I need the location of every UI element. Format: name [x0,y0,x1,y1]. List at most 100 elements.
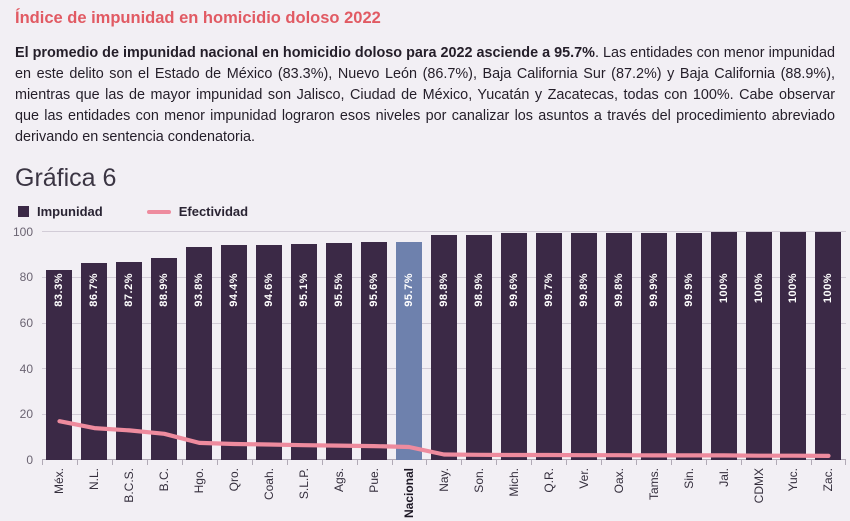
x-axis-cell: Hgo. [181,460,217,520]
x-axis-cell: B.C.S. [111,460,147,520]
x-axis-tick [391,460,393,466]
bar-cell: 86.7% [77,232,112,461]
bar-cell: 100% [776,232,811,461]
bar-son [465,234,492,461]
intro-rest: . Las entidades con menor impunidad en e… [15,45,835,145]
x-axis-cell: Nacional [391,460,427,520]
x-axis-tick [181,460,183,466]
y-axis-tick-label: 0 [26,452,33,467]
x-axis-tick [496,460,498,466]
bar-cell: 93.8% [182,232,217,461]
bar-cell: 99.8% [601,232,636,461]
intro-paragraph: El promedio de impunidad nacional en hom… [15,43,835,147]
x-axis-tick [461,460,463,466]
x-axis-tick [810,460,812,466]
efectividad-swatch-icon [146,209,171,214]
bar-value-label: 99.9% [647,273,660,308]
bar-mich [500,233,527,461]
bar-value-label: 99.9% [682,273,695,308]
chart-bars: 83.3% 86.7% 87.2% 88.9% 93.8% 94.4% 94.6% 95.1%… [42,232,846,461]
y-axis-tick-label: 100 [12,224,33,239]
x-axis-tick [706,460,708,466]
x-axis-cell: Qro. [216,460,252,520]
x-axis-label: Oax. [611,468,626,494]
legend-item-efectividad: Efectividad [146,204,249,220]
x-axis-label: S.L.P. [297,468,312,500]
y-axis-tick-label: 20 [19,407,33,422]
x-axis-cell: CDMX [741,460,776,520]
bar-cell: 99.9% [671,232,706,461]
x-axis-tick [216,460,218,466]
x-axis-cell: Oax. [601,460,636,520]
x-axis-label: Jal. [716,468,731,488]
x-axis-tick [251,460,253,466]
x-axis-cell: Pue. [356,460,392,520]
x-axis-label: Tams. [646,468,661,501]
bar-value-label: 83.3% [53,273,66,308]
x-axis-label: Zac. [821,468,836,492]
x-axis-tick [845,460,846,466]
x-axis-tick [286,460,288,466]
y-axis-tick-label: 40 [19,361,33,376]
bar-value-label: 95.7% [403,273,415,308]
bar-value-label: 94.4% [228,273,241,308]
x-axis-label: Nay. [436,468,451,493]
x-axis-cell: Nay. [426,460,461,520]
x-axis-cell: S.L.P. [286,460,322,520]
bar-oax [605,232,632,461]
x-axis: Méx. N.L. B.C.S. B.C. Hgo. Qro. Coah. S.L.P. Ags… [42,460,846,520]
x-axis-tick [356,460,358,466]
bar-value-label: 95.1% [298,273,311,308]
x-axis-label: Ver. [576,468,591,490]
legend-label-efectividad: Efectividad [178,204,249,220]
x-axis-cell: Tams. [636,460,671,520]
x-axis-cell: Ags. [321,460,357,520]
x-axis-cell: Son. [461,460,496,520]
intro-lead-bold: El promedio de impunidad nacional en hom… [15,45,595,61]
x-axis-tick [636,460,638,466]
y-axis-tick-label: 60 [19,316,33,331]
x-axis-tick [146,460,148,466]
x-axis-label: B.C.S. [122,468,137,504]
bar-sin [675,232,702,461]
bar-cell: 95.6% [357,232,392,461]
legend-item-impunidad: Impunidad [18,204,103,219]
y-axis-tick-label: 80 [19,270,33,285]
bar-value-label: 95.5% [333,273,346,308]
x-axis-cell: Sin. [671,460,706,520]
bar-value-label: 99.6% [507,273,520,308]
x-axis-label: Hgo. [192,468,207,494]
x-axis-tick [741,460,743,466]
x-axis-tick [566,460,568,466]
bar-qr [535,233,562,461]
page-title: Índice de impunidad en homicidio doloso … [15,9,381,27]
x-axis-tick [531,460,533,466]
x-axis-tick [671,460,673,466]
x-axis-cell: Yuc. [776,460,811,520]
bar-value-label: 88.9% [158,273,171,308]
x-axis-label: Yuc. [786,468,801,492]
x-axis-cell: Jal. [706,460,741,520]
bar-cell: 94.6% [252,232,287,461]
bar-cell: 99.8% [566,232,601,461]
x-axis-cell: Méx. [42,460,77,520]
x-axis-tick [321,460,323,466]
chart-heading: Gráfica 6 [15,164,117,193]
bar-yuc [780,232,807,461]
x-axis-tick [76,460,78,466]
x-axis-tick [42,460,43,466]
x-axis-tick [776,460,778,466]
bar-ver [570,232,597,461]
x-axis-cell: Mich. [496,460,531,520]
x-axis-tick [111,460,113,466]
bar-value-label: 100% [717,273,730,304]
bar-cell: 100% [706,232,741,461]
impunidad-bar-chart: 0 20 40 60 80 100 83.3% 86.7% 87.2% 88.9% 93.8% 94… [13,225,846,467]
bar-value-label: 99.7% [542,273,555,308]
x-axis-label: Son. [471,468,486,494]
bar-tams [640,232,667,461]
x-axis-tick [426,460,428,466]
bar-cell: 88.9% [147,232,182,461]
x-axis-label: Ags. [332,468,347,493]
